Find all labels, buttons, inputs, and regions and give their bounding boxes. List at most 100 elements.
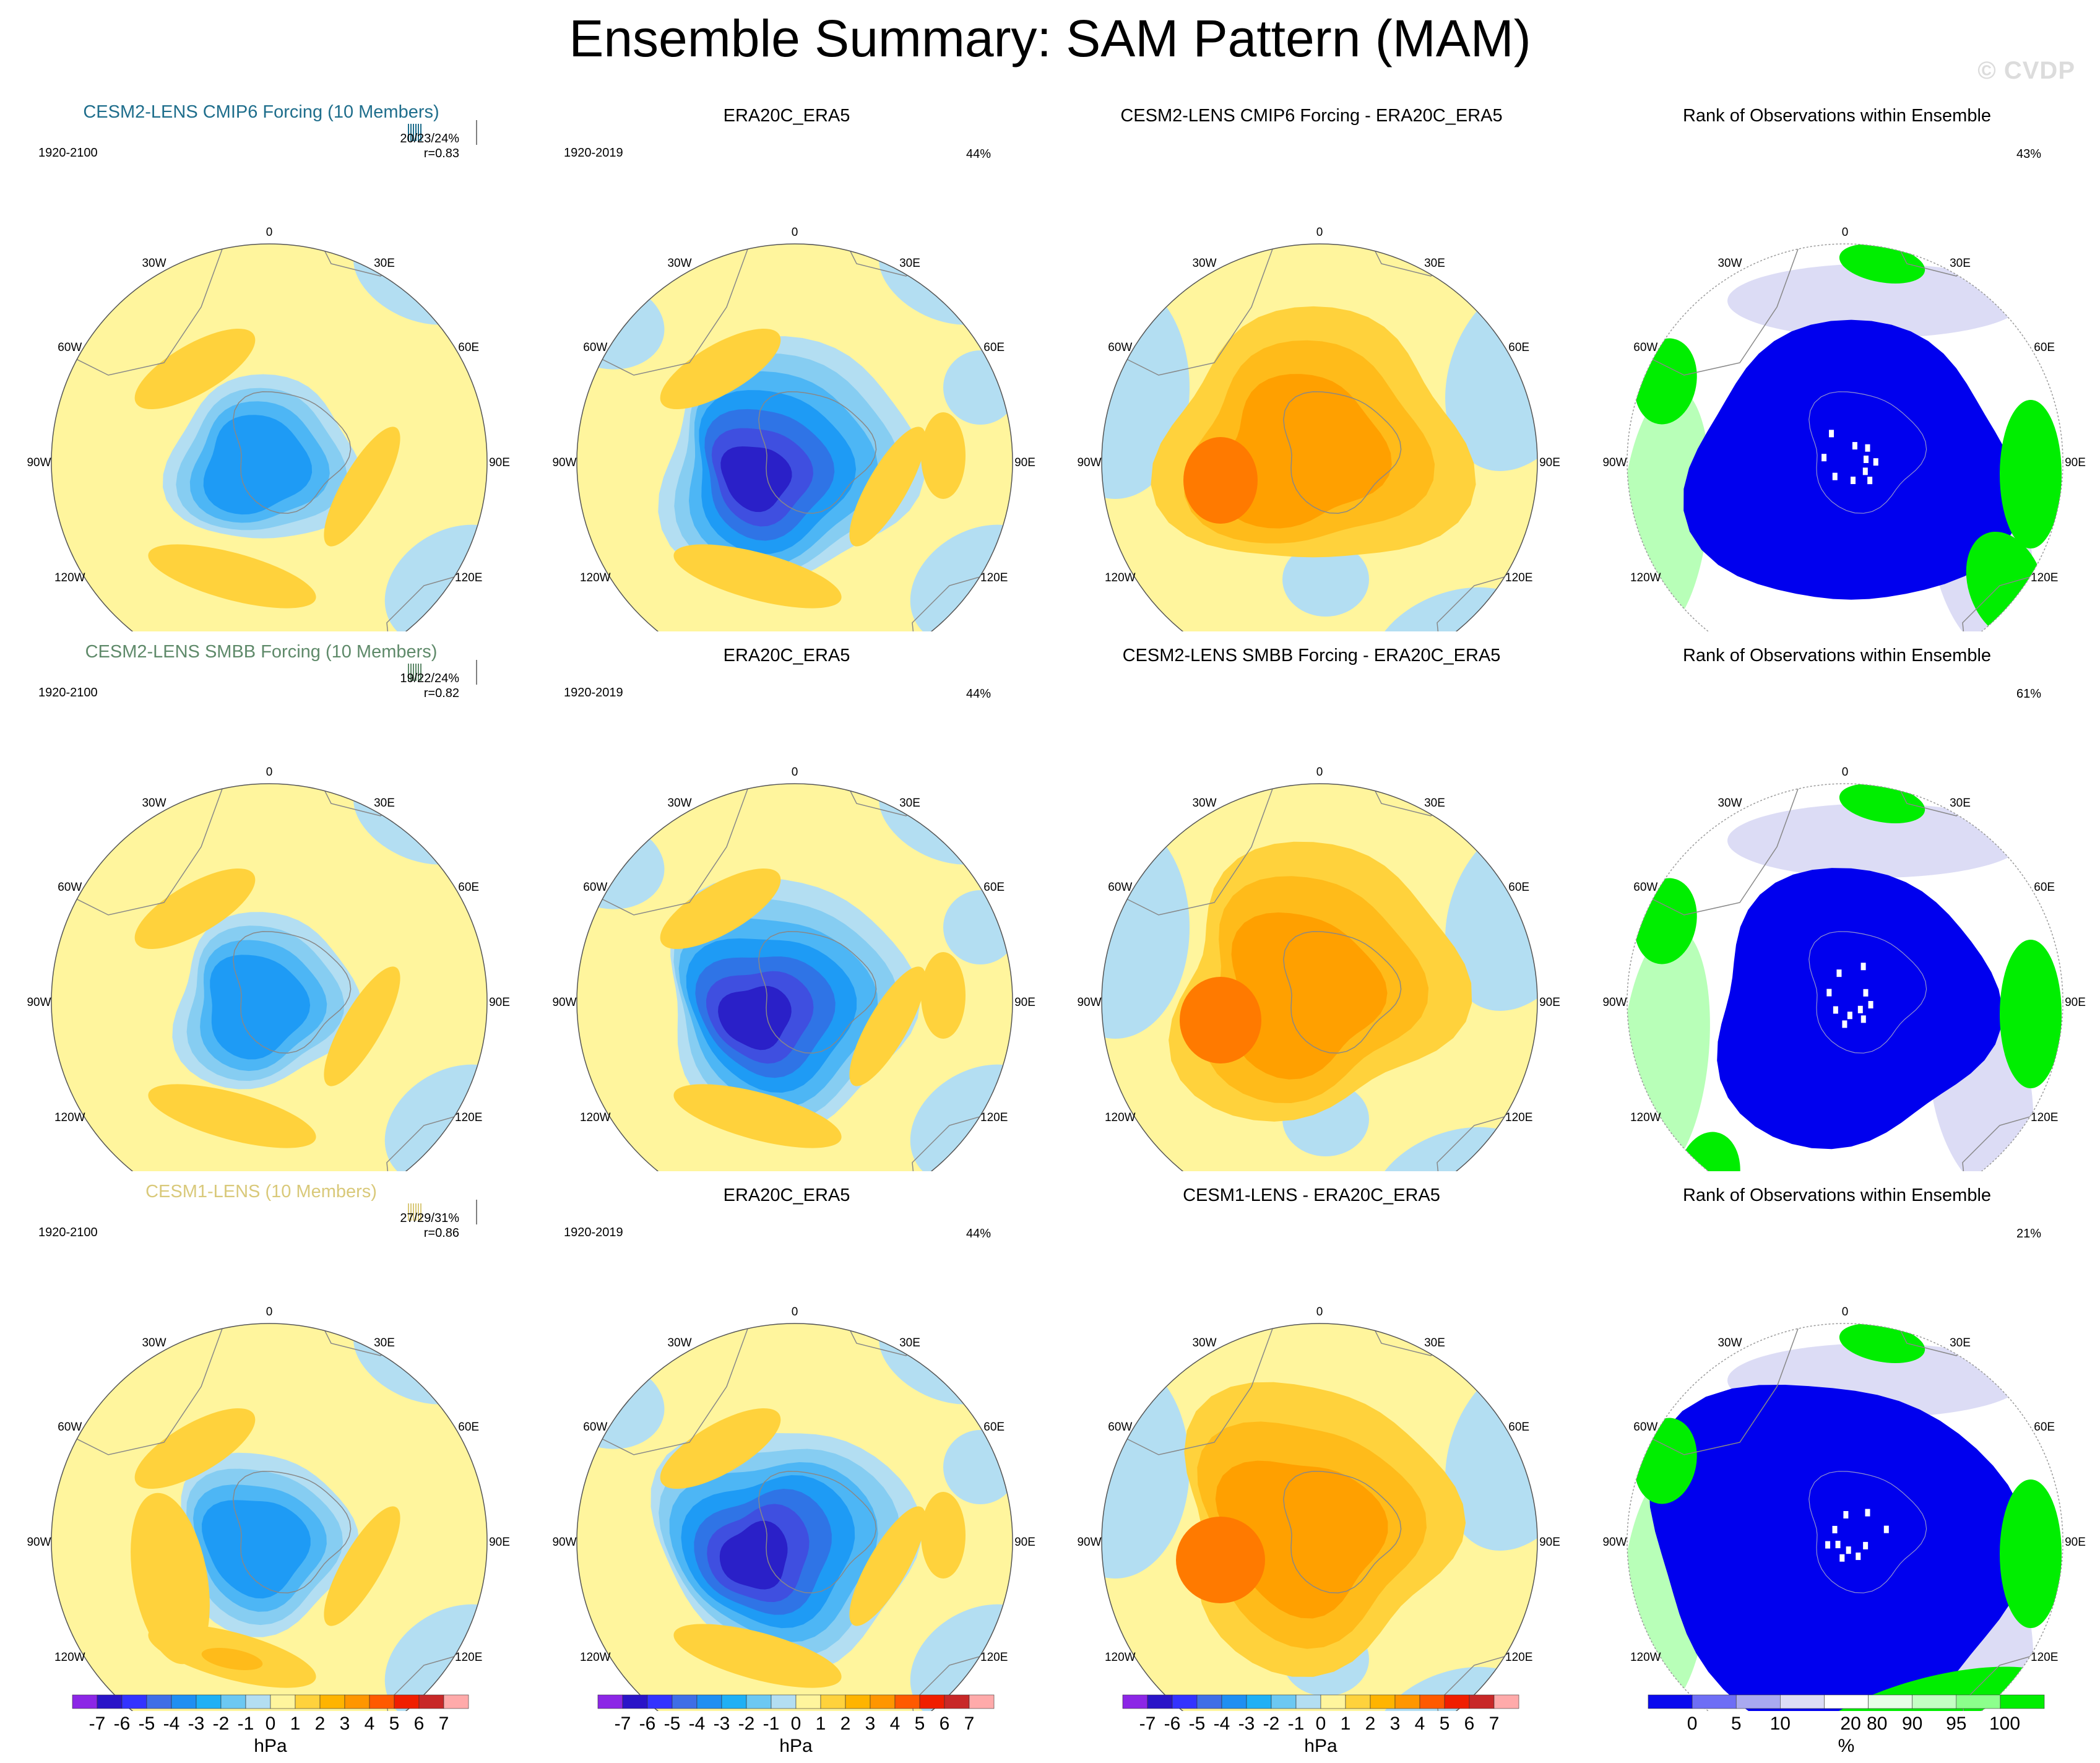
colorbar-swatch	[696, 1694, 722, 1709]
pos-contour-level-2	[673, 544, 842, 609]
rank-10-20-region	[1727, 264, 2024, 338]
colorbar-tick-label: 7	[1489, 1713, 1500, 1734]
lon-label-120E: 120E	[455, 1111, 482, 1124]
lon-label-120E: 120E	[980, 1111, 1008, 1124]
colorbar-tick-label: 3	[1390, 1713, 1401, 1734]
lon-label-90W: 90W	[27, 1536, 51, 1549]
pos-contour-level-2	[849, 966, 926, 1086]
obs-panel-title: ERA20C_ERA5	[723, 106, 850, 126]
lon-label-90W: 90W	[1602, 996, 1627, 1009]
pattern-correlation: r=0.83	[423, 147, 459, 160]
colorbar-swatch	[597, 1694, 623, 1709]
colorbar-swatch	[969, 1694, 995, 1709]
colorbar-tick-label: -6	[639, 1713, 656, 1734]
colorbar-tick-label: 1	[816, 1713, 826, 1734]
model-map: 030E60E90E120E150E180150W120W90W60W30W	[27, 660, 510, 1171]
neg-contour-level-7	[719, 1520, 788, 1590]
lon-label-30E: 30E	[374, 1336, 395, 1349]
obs-map: 030E60E90E120E150E180150W120W90W60W30W	[552, 766, 1035, 1171]
colorbar-swatch	[97, 1694, 123, 1709]
colorbar-tick-label: -4	[163, 1713, 180, 1734]
lon-label-0: 0	[792, 1306, 798, 1319]
map-rim	[51, 783, 488, 1171]
pos-contour-level-2	[660, 329, 781, 409]
colorbar-tick-label: 6	[1464, 1713, 1475, 1734]
pos-contour-level-4	[1231, 912, 1388, 1080]
colorbar-swatch	[1692, 1694, 1737, 1709]
neg-edge-region	[1445, 1359, 1537, 1551]
colorbar-swatch	[121, 1694, 147, 1709]
map-rim	[1101, 783, 1538, 1171]
pos-contour-level-2	[148, 1084, 316, 1148]
rank-95-100-region	[1839, 1323, 1925, 1363]
colorbar-tick-label: 7	[439, 1713, 449, 1734]
rank-map: 030E60E90E120E150E180150W120W90W60W30W	[1602, 1306, 2086, 1711]
lon-label-90W: 90W	[552, 1536, 576, 1549]
neg-contour-level-4	[202, 1500, 311, 1599]
south-america-outline	[590, 1323, 752, 1455]
colorbar-swatch	[369, 1694, 395, 1709]
lon-label-30E: 30E	[1424, 257, 1445, 270]
lon-label-90W: 90W	[1077, 1536, 1101, 1549]
neg-contour-level-7	[718, 985, 792, 1050]
variance-range: 19/22/24%	[400, 672, 459, 685]
colorbar-unit: hPa	[254, 1736, 287, 1756]
lon-label-0: 0	[1842, 766, 1849, 779]
neg-edge-region	[1102, 816, 1190, 1039]
antarctica-outline	[233, 391, 352, 514]
neg-edge-region	[943, 350, 1013, 425]
member-ticks	[408, 1200, 477, 1224]
colorbar-swatch	[1295, 1694, 1321, 1709]
rank-95-100-region	[2000, 400, 2062, 548]
pos-contour-level-2	[673, 1084, 842, 1148]
colorbar-tick-label: 1	[290, 1713, 301, 1734]
antarctica-outline	[233, 931, 352, 1054]
period-label: 1920-2019	[564, 146, 623, 160]
lon-label-90E: 90E	[1014, 1536, 1035, 1549]
colorbar-tick-label: -7	[89, 1713, 106, 1734]
lon-label-90E: 90E	[489, 996, 510, 1009]
lon-label-60E: 60E	[458, 881, 479, 894]
colorbar-tick-label: -5	[139, 1713, 155, 1734]
antarctica-outline	[1808, 1471, 1927, 1593]
colorbar-swatch	[418, 1694, 444, 1709]
lon-label-30E: 30E	[374, 797, 395, 810]
lon-label-120W: 120W	[1105, 1111, 1136, 1124]
lon-label-120W: 120W	[1630, 1651, 1661, 1664]
colorbar-swatch	[721, 1694, 747, 1709]
diff-panel-row1: 030E60E90E120E150E180150W120W90W60W30WCE…	[1050, 92, 1573, 631]
pos-contour-level-2	[921, 412, 966, 499]
colorbar-swatch	[1735, 1694, 1781, 1709]
obs-map: 030E60E90E120E150E180150W120W90W60W30W	[552, 1306, 1035, 1711]
rank-area-percent: 61%	[2016, 687, 2041, 701]
colorbar-swatch	[771, 1694, 797, 1709]
colorbar-swatch	[894, 1694, 920, 1709]
model-panel-row1: 030E60E90E120E150E180150W120W90W60W30WCE…	[0, 92, 522, 631]
lon-label-30W: 30W	[667, 257, 691, 270]
obs-panel-title: ERA20C_ERA5	[723, 646, 850, 665]
colorbar-swatch	[1648, 1694, 1693, 1709]
colorbar-tick-label: -3	[714, 1713, 730, 1734]
lon-label-30W: 30W	[142, 257, 166, 270]
colorbar-swatch	[672, 1694, 698, 1709]
map-rim	[1627, 1323, 2063, 1711]
neg-edge-region	[1445, 279, 1537, 471]
period-label: 1920-2019	[564, 686, 623, 700]
south-america-outline	[1115, 784, 1277, 916]
period-label: 1920-2100	[38, 686, 98, 700]
colorbar-tick-label: -1	[238, 1713, 254, 1734]
colorbar-tick-label: -6	[1164, 1713, 1181, 1734]
colorbar-swatch	[1824, 1694, 1869, 1709]
pos-contour-level-2	[131, 1492, 210, 1665]
diff-panel-row3: 030E60E90E120E150E180150W120W90W60W30WCE…	[1050, 1171, 1573, 1711]
lon-label-60W: 60W	[1633, 881, 1657, 894]
lon-label-60W: 60W	[583, 341, 607, 354]
pos-contour-level-2	[849, 427, 926, 547]
map-rim	[1101, 1323, 1538, 1711]
diff-map: 030E60E90E120E150E180150W120W90W60W30W	[1077, 766, 1560, 1171]
pos-contour-level-5	[1176, 1517, 1265, 1603]
colorbar-tick-label: 5	[1731, 1713, 1742, 1734]
lon-label-60W: 60W	[58, 341, 82, 354]
colorbar-swatch	[795, 1694, 821, 1709]
lon-label-0: 0	[792, 226, 798, 239]
